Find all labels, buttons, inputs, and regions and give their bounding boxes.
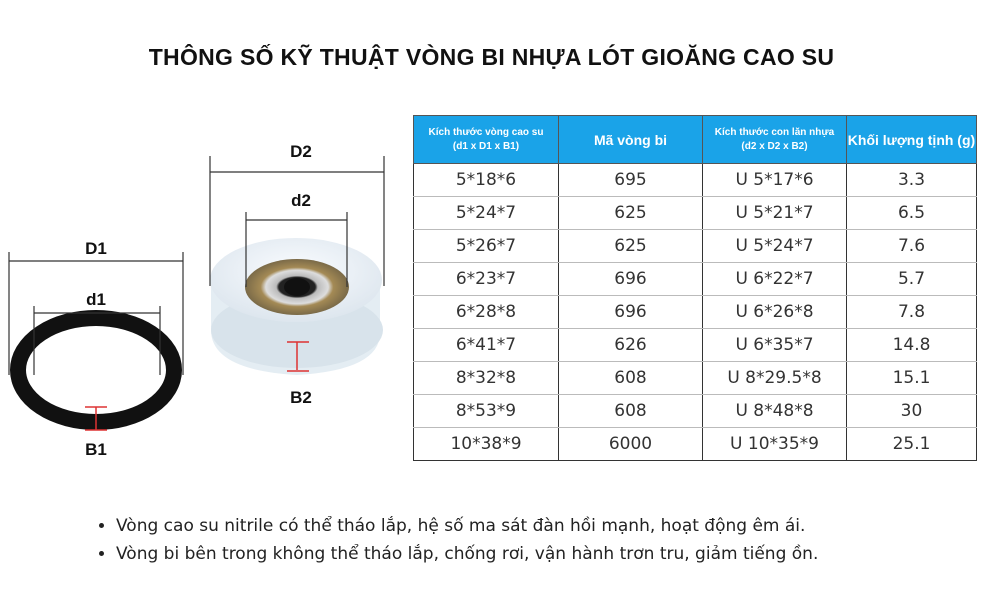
cell-bearing-code: 625 [558, 229, 703, 263]
product-dimension-diagram: D1 d1 B1 D2 d2 B2 [8, 142, 385, 459]
header-subtext: (d1 x D1 x B1) [452, 140, 520, 152]
cell-ring-size: 6*28*8 [413, 295, 559, 329]
cell-bearing-code: 6000 [558, 427, 703, 461]
header-roller-size: Kích thước con lăn nhựa (d2 x D2 x B2) [702, 115, 847, 164]
cell-roller-size: U 6*26*8 [702, 295, 847, 329]
cell-bearing-code: 626 [558, 328, 703, 362]
table-row: 8*32*8 608 U 8*29.5*8 15.1 [413, 361, 977, 395]
table-row: 5*26*7 625 U 5*24*7 7.6 [413, 229, 977, 263]
cell-weight: 5.7 [846, 262, 977, 296]
rubber-o-ring-image [10, 310, 182, 431]
label-d1: d1 [86, 290, 106, 309]
label-d2: d2 [291, 191, 311, 210]
table-row: 5*24*7 625 U 5*21*7 6.5 [413, 196, 977, 230]
cell-weight: 15.1 [846, 361, 977, 395]
header-net-weight: Khối lượng tịnh (g) [846, 115, 977, 164]
header-subtext: (d2 x D2 x B2) [741, 140, 808, 152]
spec-table: Kích thước vòng cao su (d1 x D1 x B1) Mã … [413, 115, 977, 461]
cell-bearing-code: 696 [558, 262, 703, 296]
cell-roller-size: U 10*35*9 [702, 427, 847, 461]
cell-bearing-code: 625 [558, 196, 703, 230]
label-D1: D1 [85, 239, 107, 258]
cell-roller-size: U 8*48*8 [702, 394, 847, 428]
cell-bearing-code: 696 [558, 295, 703, 329]
header-text: Kích thước con lăn nhựa [714, 126, 835, 138]
cell-weight: 7.6 [846, 229, 977, 263]
cell-ring-size: 5*24*7 [413, 196, 559, 230]
table-row: 5*18*6 695 U 5*17*6 3.3 [413, 163, 977, 197]
label-D2: D2 [290, 142, 312, 161]
cell-roller-size: U 5*24*7 [702, 229, 847, 263]
d1-dimension-line [8, 252, 184, 375]
d2-dimension-line [209, 156, 385, 287]
page-title: THÔNG SỐ KỸ THUẬT VÒNG BI NHỰA LÓT GIOĂN… [148, 44, 835, 70]
header-rubber-ring-size: Kích thước vòng cao su (d1 x D1 x B1) [413, 115, 559, 164]
cell-roller-size: U 5*17*6 [702, 163, 847, 197]
table-row: 6*41*7 626 U 6*35*7 14.8 [413, 328, 977, 362]
cell-bearing-code: 695 [558, 163, 703, 197]
table-row: 8*53*9 608 U 8*48*8 30 [413, 394, 977, 428]
cell-ring-size: 5*18*6 [413, 163, 559, 197]
cell-weight: 7.8 [846, 295, 977, 329]
cell-roller-size: U 8*29.5*8 [702, 361, 847, 395]
list-item: Vòng bi bên trong không thể tháo lắp, ch… [116, 540, 818, 568]
cell-ring-size: 10*38*9 [413, 427, 559, 461]
feature-list: Vòng cao su nitrile có thể tháo lắp, hệ … [96, 512, 818, 568]
cell-weight: 30 [846, 394, 977, 428]
cell-bearing-code: 608 [558, 394, 703, 428]
header-bearing-code: Mã vòng bi [558, 115, 703, 164]
cell-roller-size: U 6*22*7 [702, 262, 847, 296]
list-item: Vòng cao su nitrile có thể tháo lắp, hệ … [116, 512, 818, 540]
table-row: 10*38*9 6000 U 10*35*9 25.1 [413, 427, 977, 461]
cell-roller-size: U 6*35*7 [702, 328, 847, 362]
cell-ring-size: 8*32*8 [413, 361, 559, 395]
cell-weight: 3.3 [846, 163, 977, 197]
cell-ring-size: 5*26*7 [413, 229, 559, 263]
cell-weight: 25.1 [846, 427, 977, 461]
label-B1: B1 [85, 440, 107, 459]
cell-bearing-code: 608 [558, 361, 703, 395]
header-text: Kích thước vòng cao su [428, 126, 544, 138]
cell-ring-size: 6*41*7 [413, 328, 559, 362]
cell-roller-size: U 5*21*7 [702, 196, 847, 230]
table-row: 6*28*8 696 U 6*26*8 7.8 [413, 295, 977, 329]
cell-ring-size: 6*23*7 [413, 262, 559, 296]
table-row: 6*23*7 696 U 6*22*7 5.7 [413, 262, 977, 296]
cell-weight: 6.5 [846, 196, 977, 230]
plastic-roller-image [210, 238, 383, 375]
cell-ring-size: 8*53*9 [413, 394, 559, 428]
label-B2: B2 [290, 388, 312, 407]
cell-weight: 14.8 [846, 328, 977, 362]
table-header-row: Kích thước vòng cao su (d1 x D1 x B1) Mã … [413, 115, 977, 164]
